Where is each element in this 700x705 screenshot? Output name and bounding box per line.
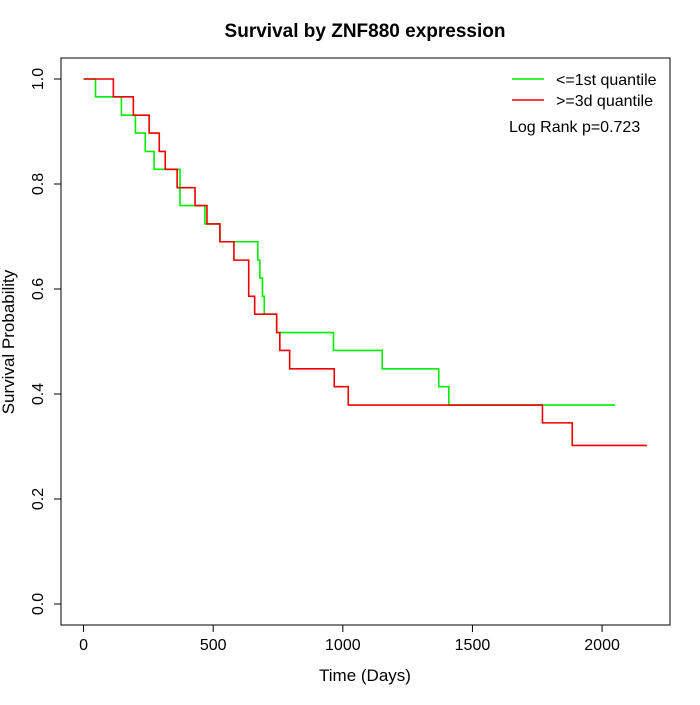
chart-title: Survival by ZNF880 expression bbox=[225, 21, 506, 42]
legend-label: >=3d quantile bbox=[556, 93, 653, 110]
y-tick-label: 0.4 bbox=[30, 383, 47, 405]
plot-box bbox=[60, 57, 671, 626]
x-tick-label: 2000 bbox=[584, 637, 620, 654]
x-tick-label: 1500 bbox=[455, 637, 491, 654]
annotation: Log Rank p=0.723 bbox=[509, 119, 640, 136]
y-axis-label: Survival Probability bbox=[0, 269, 18, 414]
y-tick-label: 0.8 bbox=[30, 173, 47, 195]
y-tick-label: 1.0 bbox=[30, 68, 47, 90]
y-tick-label: 0.6 bbox=[30, 278, 47, 300]
legend-label: <=1st quantile bbox=[556, 72, 657, 89]
y-tick-label: 0.2 bbox=[30, 488, 47, 510]
x-axis-label: Time (Days) bbox=[319, 666, 411, 685]
x-tick-label: 0 bbox=[79, 637, 88, 654]
y-tick-label: 0.0 bbox=[30, 593, 47, 615]
survival-curve bbox=[83, 78, 647, 447]
x-tick-label: 500 bbox=[200, 637, 227, 654]
x-tick-label: 1000 bbox=[325, 637, 361, 654]
survival-curve bbox=[83, 78, 616, 406]
